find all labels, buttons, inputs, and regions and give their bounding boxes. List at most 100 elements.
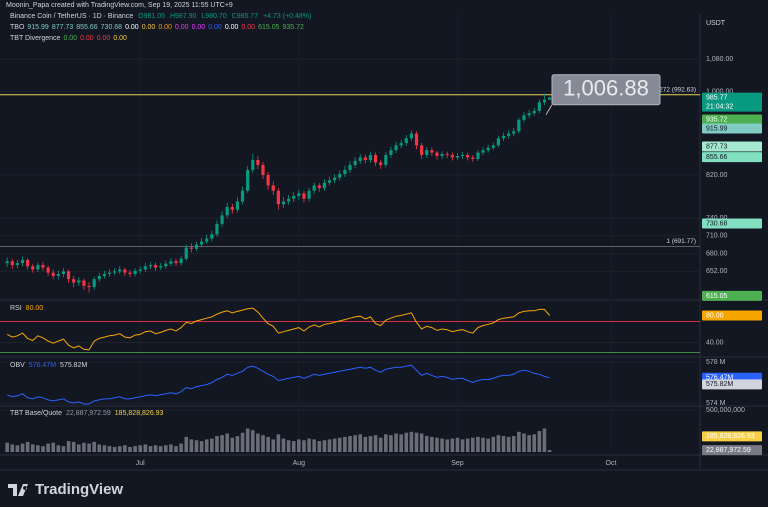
volume-bar xyxy=(312,439,316,452)
volume-bar xyxy=(440,438,444,452)
candle-body xyxy=(286,198,291,202)
y-tick-label: 40.00 xyxy=(706,339,724,346)
volume-bar xyxy=(46,443,50,452)
volume-bar xyxy=(220,435,224,452)
volume-bar xyxy=(30,444,35,452)
volume-bar xyxy=(41,446,45,452)
volume-bar xyxy=(102,445,107,452)
volume-bar xyxy=(419,433,424,452)
price-badge-label: 730.68 xyxy=(706,220,728,227)
volume-bar xyxy=(36,445,40,452)
pane-name: RSI xyxy=(10,305,22,312)
price-badge-label: 80.00 xyxy=(706,312,724,319)
currency: USDT xyxy=(706,20,726,27)
candle-body xyxy=(251,159,255,170)
volume-bar xyxy=(87,443,91,452)
volume-bar xyxy=(511,436,516,452)
indicator-value: 0.00 xyxy=(158,24,172,31)
indicator-legend: TBO 915.99 877.73 855.66 730.68 0.00 0.00 0.00 0… xyxy=(10,24,307,31)
volume-bar xyxy=(240,432,245,452)
price-badge-label: 22,887,972.59 xyxy=(706,447,751,454)
y-tick-label: 820.00 xyxy=(706,172,728,179)
candle-body xyxy=(113,271,117,273)
volume-bar xyxy=(163,445,168,452)
candle-body xyxy=(164,263,168,267)
candle-body xyxy=(123,269,127,273)
candle-body xyxy=(210,234,214,239)
candle-body xyxy=(440,154,444,156)
header: Moonin_Papa created with TradingView.com… xyxy=(6,2,233,9)
candle-body xyxy=(368,155,373,160)
candle-body xyxy=(512,131,516,134)
price-badge-label: 575.82M xyxy=(706,381,733,388)
volume-bar xyxy=(501,436,506,452)
candle-body xyxy=(107,272,112,274)
price-badge xyxy=(702,290,762,301)
indicator-value: 935.72 xyxy=(282,24,304,31)
candle-body xyxy=(460,155,465,156)
candle-body xyxy=(317,185,321,189)
price-badge-label: 855.66 xyxy=(706,154,728,161)
indicator-value: 915.99 xyxy=(27,24,49,31)
volume-bar xyxy=(286,440,291,452)
indicator-name: TBO xyxy=(10,24,25,31)
candle-body xyxy=(225,206,229,216)
candle-body xyxy=(266,175,270,186)
volume-bar xyxy=(235,436,240,452)
indicator-value: 0.00 xyxy=(174,24,189,31)
volume-bar xyxy=(71,441,76,452)
candle-body xyxy=(281,201,286,205)
volume-bar xyxy=(143,444,148,452)
volume-bar xyxy=(61,446,66,452)
symbol-legend: Binance Coin / TetherUS · 1D · Binance O… xyxy=(10,13,314,20)
candle-body xyxy=(496,138,500,146)
price-badge xyxy=(702,445,762,456)
candle-body xyxy=(414,133,419,146)
volume-bar xyxy=(481,437,485,452)
volume-bar xyxy=(245,428,250,452)
candle-body xyxy=(56,273,60,276)
candle-body xyxy=(261,164,265,176)
volume-bar xyxy=(353,435,357,452)
candle-body xyxy=(302,193,306,199)
volume-bar xyxy=(107,446,112,452)
volume-bar xyxy=(199,441,204,452)
candle-body xyxy=(307,190,311,199)
volume-bar xyxy=(465,438,470,452)
indicator-value: 0.00 xyxy=(141,24,156,31)
candle-body xyxy=(384,155,388,165)
candle-body xyxy=(481,150,485,153)
y-tick-label: 1,080.00 xyxy=(706,56,733,63)
pane-value: 576.47M xyxy=(28,362,57,369)
volume-bar xyxy=(409,431,414,452)
y-tick-label: 500,000,000 xyxy=(706,407,745,414)
volume-bar xyxy=(92,441,96,452)
candle-body xyxy=(215,223,219,235)
volume-bar xyxy=(532,434,537,452)
candle-body xyxy=(389,150,393,156)
candle-body xyxy=(159,266,163,268)
volume-bar xyxy=(281,438,286,452)
candle-body xyxy=(200,241,204,245)
candle-body xyxy=(450,155,454,158)
candle-body xyxy=(169,261,173,264)
volume-bar xyxy=(179,443,183,452)
volume-bar xyxy=(348,436,352,452)
candle-body xyxy=(425,150,429,156)
volume-bar xyxy=(25,441,30,452)
indicator-value: 0.00 xyxy=(96,35,111,42)
volume-bar xyxy=(491,436,496,452)
volume-bar xyxy=(5,442,9,452)
candle-body xyxy=(102,273,106,276)
candle-body xyxy=(322,182,327,189)
candle-body xyxy=(292,196,296,199)
candle-body xyxy=(476,152,480,159)
price-badge-label: 915.99 xyxy=(706,125,728,132)
volume-bar xyxy=(414,432,419,452)
price-badge xyxy=(702,310,762,321)
indicator-legend: TBT Divergence 0.00 0.00 0.00 0.00 xyxy=(10,35,130,42)
candle-body xyxy=(230,206,234,210)
volume-bar xyxy=(51,442,56,452)
candle-body xyxy=(327,180,332,183)
